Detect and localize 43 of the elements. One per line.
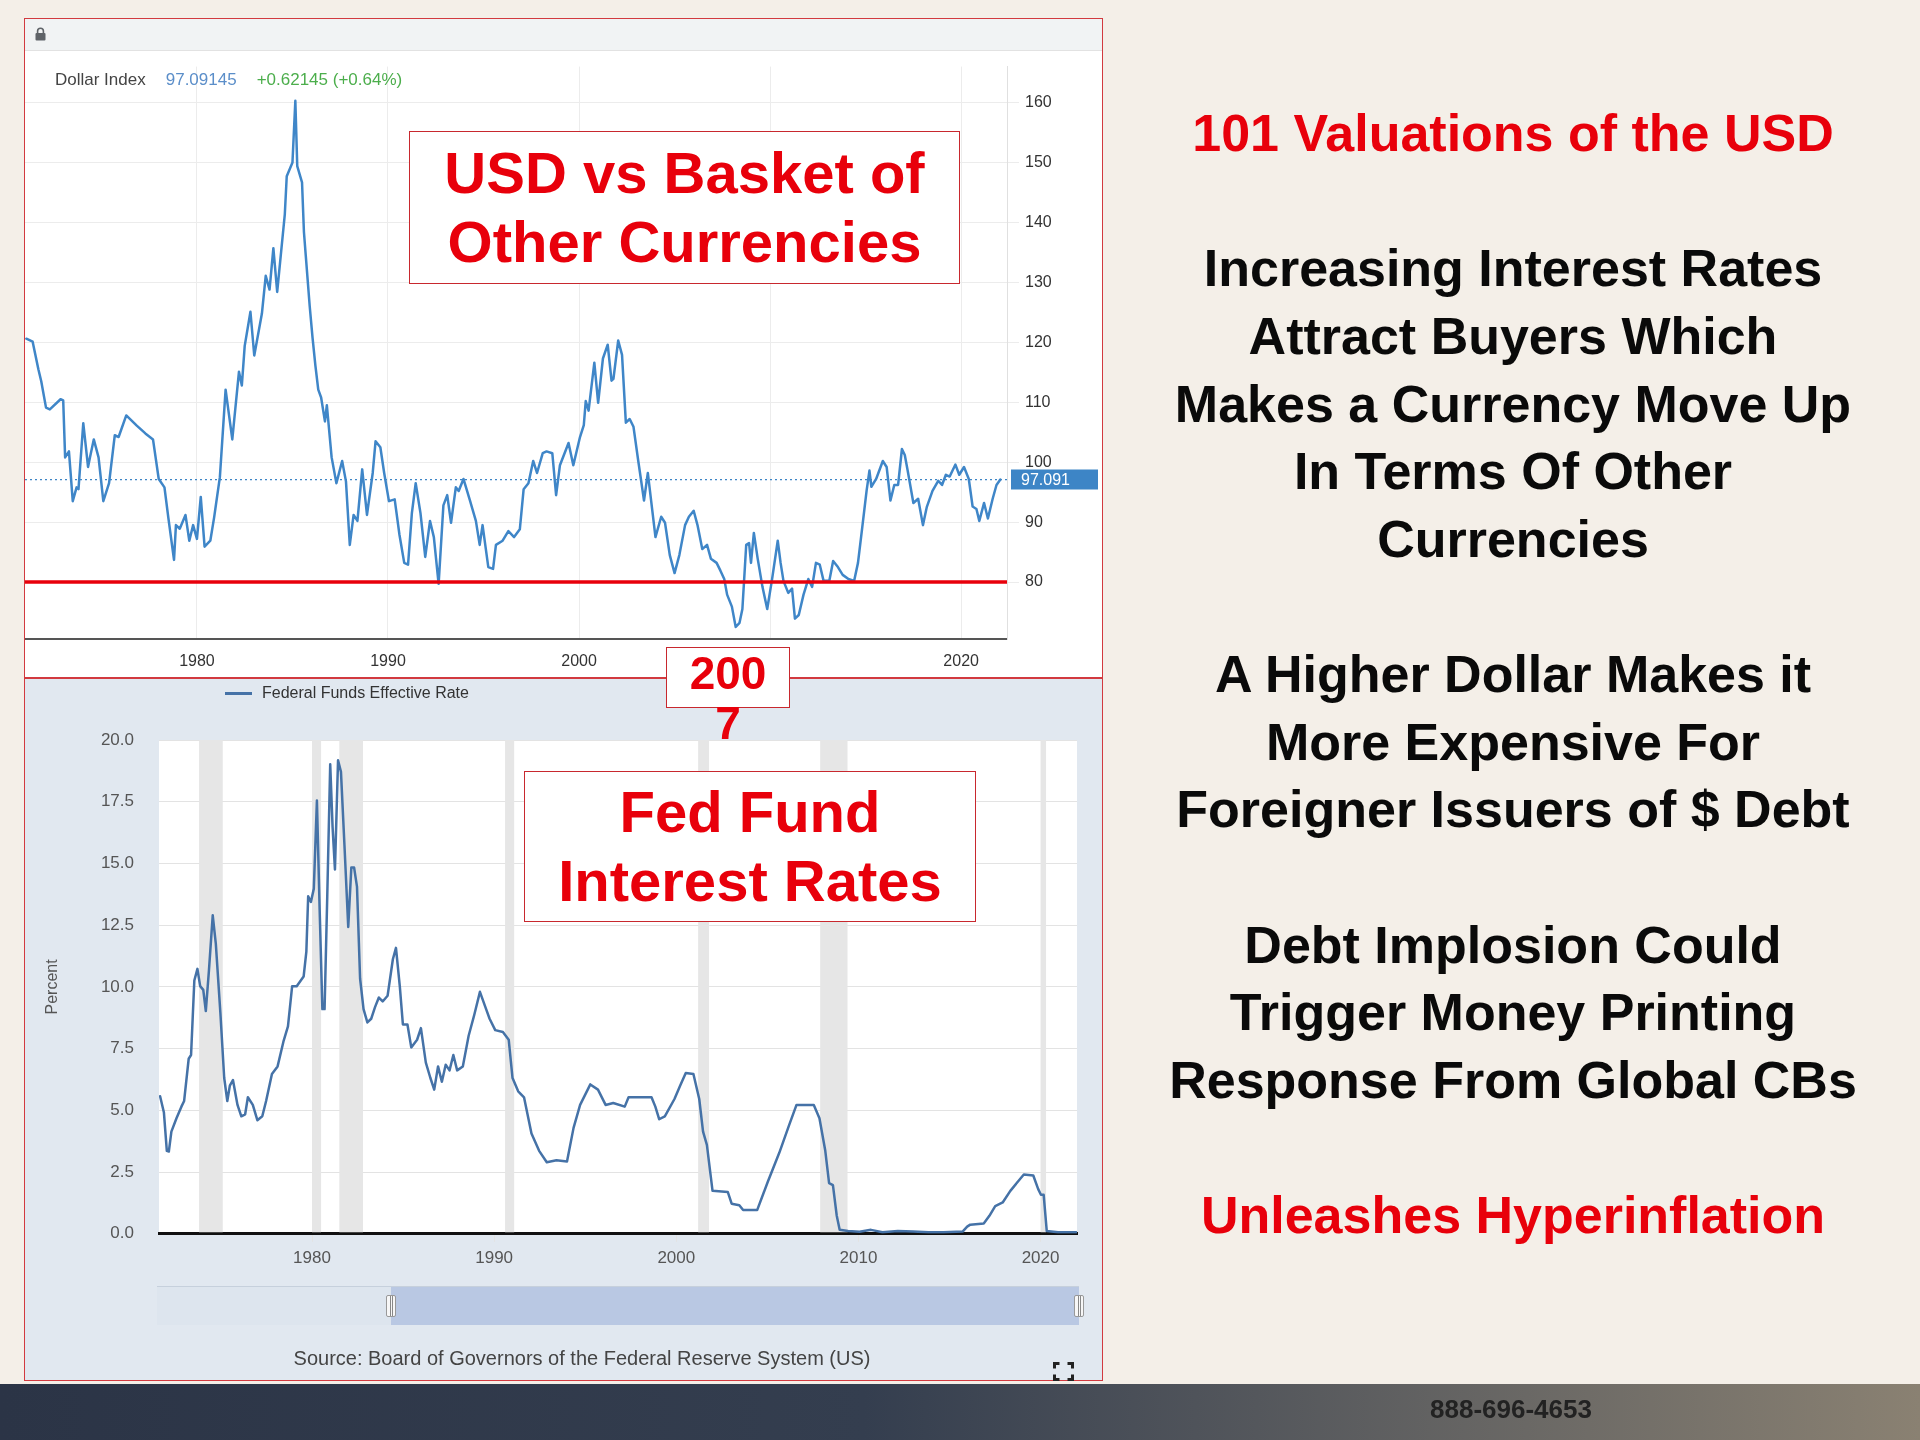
text: USD vs Basket of Other Currencies bbox=[409, 131, 960, 284]
text: 888-696-4653 bbox=[1430, 1394, 1592, 1425]
text: A Higher Dollar Makes it More Expensive For Foreigner Issuers of $ Debt bbox=[1175, 644, 1851, 841]
y-tick-label: 160 bbox=[1025, 92, 1052, 110]
x-tick-label: 2000 bbox=[561, 652, 597, 670]
x-tick-label: 2020 bbox=[1021, 1247, 1060, 1267]
text: Fed Fund Interest Rates bbox=[524, 771, 976, 922]
y-tick-label: 80 bbox=[1025, 572, 1043, 590]
x-tick-label: 2010 bbox=[839, 1247, 878, 1267]
x-tick-label: 1980 bbox=[293, 1247, 331, 1267]
y-axis-title: Percent bbox=[43, 958, 61, 1015]
text: Increasing Interest Rates Attract Buyers Which Makes a Currency Move Up In Terms Of Other Currencies bbox=[1173, 238, 1853, 570]
y-tick-label: 5.0 bbox=[110, 1100, 134, 1120]
y-tick-label: 100 bbox=[1025, 452, 1052, 470]
text: Unleashes Hyperinflation bbox=[1199, 1185, 1827, 1247]
y-tick-label: 7.5 bbox=[110, 1038, 134, 1058]
x-tick-label: 1980 bbox=[179, 652, 215, 670]
y-tick-label: 130 bbox=[1025, 272, 1052, 290]
annotation: 97.09145 bbox=[165, 70, 237, 91]
y-tick-label: 140 bbox=[1025, 212, 1052, 230]
y-tick-label: 15.0 bbox=[100, 853, 134, 873]
annotation: +0.62145 (+0.64%) bbox=[256, 70, 403, 91]
y-tick-label: 12.5 bbox=[100, 914, 134, 934]
x-tick-label: 1990 bbox=[475, 1247, 514, 1267]
legend-label: Federal Funds Effective Rate bbox=[262, 684, 469, 702]
y-tick-label: 0.0 bbox=[110, 1223, 134, 1243]
y-tick-label: 120 bbox=[1025, 332, 1052, 350]
y-tick-label: 20.0 bbox=[100, 729, 134, 749]
source-note: Source: Board of Governors of the Federal Reserve System (US) bbox=[293, 1346, 871, 1370]
y-tick-label: 17.5 bbox=[100, 791, 134, 811]
ref-line-label: 97.091 bbox=[1021, 471, 1071, 489]
y-tick-label: 2.5 bbox=[110, 1161, 134, 1181]
y-tick-label: 10.0 bbox=[100, 976, 134, 996]
y-tick-label: 150 bbox=[1025, 152, 1052, 170]
y-tick-label: 110 bbox=[1025, 392, 1051, 410]
chart-subtitle: Dollar Index bbox=[55, 70, 146, 91]
text: Debt Implosion Could Trigger Money Printing Response From Global CBs bbox=[1168, 914, 1858, 1111]
x-tick-label: 1990 bbox=[370, 652, 406, 670]
y-tick-label: 90 bbox=[1025, 512, 1043, 530]
x-tick-label: 2000 bbox=[657, 1247, 696, 1267]
annotation: 2007 bbox=[688, 647, 768, 749]
text: 101 Valuations of the USD bbox=[1191, 103, 1835, 164]
x-tick-label: 2020 bbox=[943, 652, 980, 670]
